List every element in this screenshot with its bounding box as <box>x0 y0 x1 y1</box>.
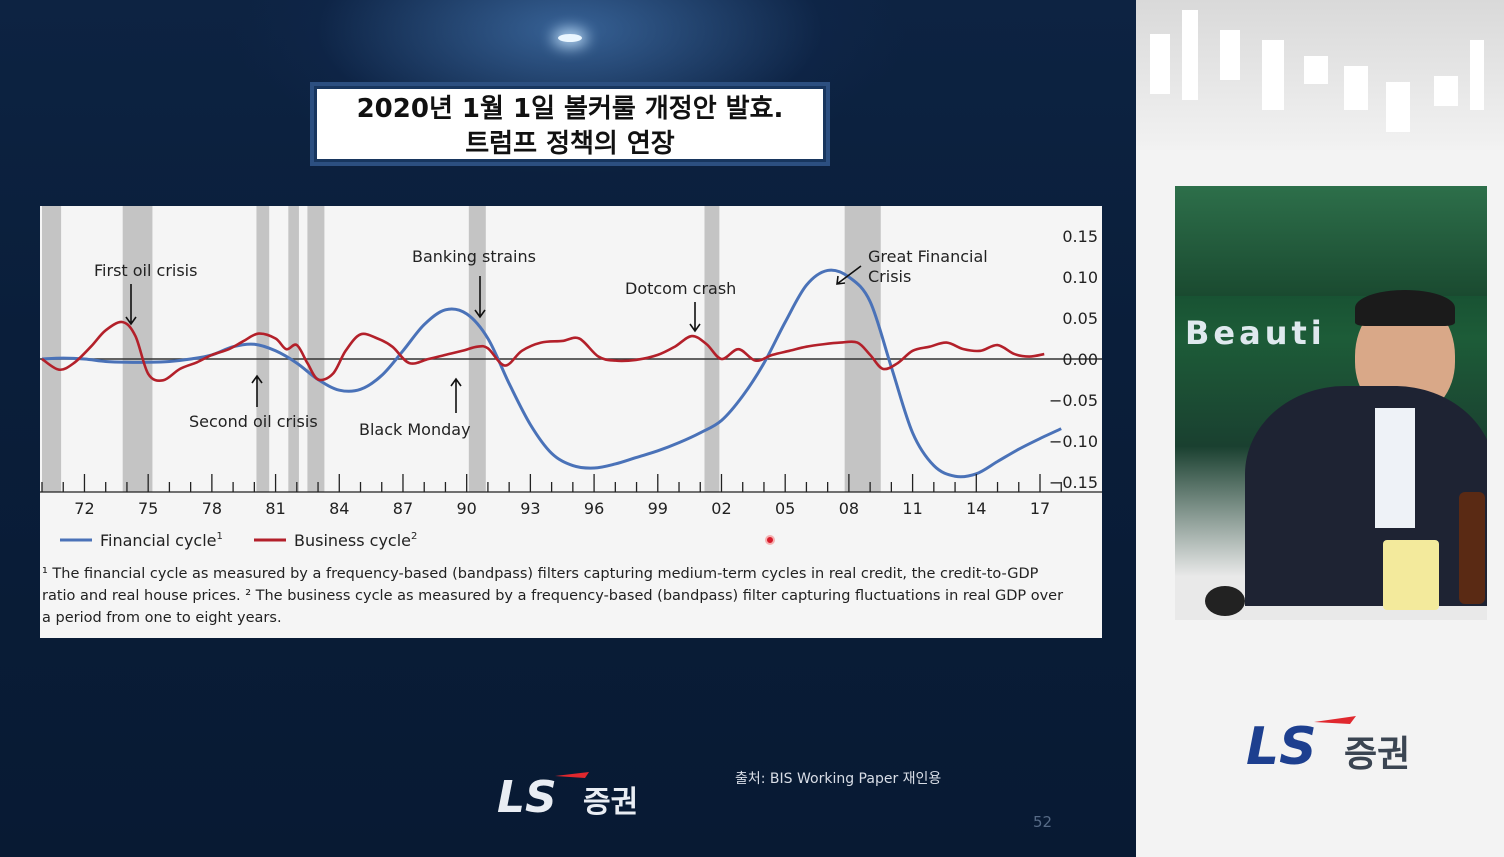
footnote-line2: ratio and real house prices. ² The busin… <box>42 588 1064 604</box>
y-tick-label: 0.15 <box>1062 227 1098 246</box>
source-note: 출처: BIS Working Paper 재인용 <box>735 771 942 787</box>
recession-band-0 <box>42 206 62 492</box>
annotations: First oil crisis Second oil crisis Banki… <box>94 247 988 439</box>
legend-financial-label: Financial cycle1 <box>100 531 223 550</box>
presenter-hair <box>1355 290 1455 326</box>
x-tick-label: 90 <box>457 499 477 518</box>
x-tick-label: 11 <box>902 499 922 518</box>
ls-logo-camera: LS 증권 <box>1246 716 1410 776</box>
cycle-chart: 72 75 78 81 84 87 90 93 96 99 02 05 08 11 14 17 0.150.1… <box>40 206 1102 550</box>
svg-text:LS: LS <box>1246 717 1317 776</box>
x-axis: 72 75 78 81 84 87 90 93 96 99 02 05 08 11 14 17 <box>40 474 1102 518</box>
annotation-arrows <box>125 265 862 413</box>
camera-backdrop-top <box>1136 0 1504 150</box>
annotation-second-oil-crisis: Second oil crisis <box>189 412 318 431</box>
camera-panel: Beauti LS 증권 <box>1136 0 1504 857</box>
x-tick-label: 84 <box>329 499 349 518</box>
svg-text:증권: 증권 <box>583 785 638 820</box>
footnote-line1: ¹ The financial cycle as measured by a f… <box>42 566 1039 582</box>
presenter-suit <box>1245 386 1487 606</box>
arrow-gfc <box>836 265 862 285</box>
arrow-first-oil <box>125 284 137 326</box>
bottle <box>1459 492 1485 604</box>
recession-band-5 <box>468 206 486 492</box>
y-tick-label: 0.10 <box>1062 268 1098 287</box>
x-tick-label: 81 <box>265 499 285 518</box>
y-tick-label: 0.00 <box>1062 350 1098 369</box>
y-tick-label: 0.05 <box>1062 309 1098 328</box>
arrow-banking <box>474 276 486 319</box>
x-tick-label: 02 <box>711 499 731 518</box>
x-tick-label: 87 <box>393 499 413 518</box>
x-tick-label: 99 <box>648 499 668 518</box>
slide-title-box: 2020년 1월 1일 볼커룰 개정안 발효. 트럼프 정책의 연장 <box>314 86 826 162</box>
x-tick-label: 72 <box>74 499 94 518</box>
laser-pointer-dot <box>765 535 775 545</box>
x-tick-label: 05 <box>775 499 795 518</box>
drink-cup <box>1383 540 1439 610</box>
y-tick-label: −0.05 <box>1049 391 1098 410</box>
mouse <box>1205 586 1245 616</box>
annotation-dotcom-crash: Dotcom crash <box>625 279 736 298</box>
arrow-second-oil <box>251 374 263 407</box>
recession-band-7 <box>844 206 881 492</box>
presentation-slide: 2020년 1월 1일 볼커룰 개정안 발효. 트럼프 정책의 연장 72 75 7… <box>0 0 1136 857</box>
annotation-first-oil-crisis: First oil crisis <box>94 261 197 280</box>
svg-text:LS: LS <box>497 772 557 820</box>
chart-panel: 72 75 78 81 84 87 90 93 96 99 02 05 08 11 14 17 0.15 0.1… <box>40 206 1102 638</box>
ceiling-light <box>558 34 582 42</box>
series-group <box>41 268 1062 479</box>
chart-legend: Financial cycle1 Business cycle2 <box>60 531 775 550</box>
financial-cycle-line <box>41 268 1062 479</box>
x-tick-label: 96 <box>584 499 604 518</box>
page-number: 52 <box>1033 813 1053 831</box>
x-tick-label: 17 <box>1030 499 1050 518</box>
legend-business-label: Business cycle2 <box>294 531 417 550</box>
recession-band-3 <box>288 206 299 492</box>
y-tick-label: −0.15 <box>1049 473 1098 492</box>
presenter-video: Beauti <box>1175 186 1487 620</box>
annotation-banking-strains: Banking strains <box>412 247 536 266</box>
backdrop-text: Beauti <box>1185 314 1326 352</box>
recession-band-4 <box>307 206 325 492</box>
x-tick-label: 75 <box>138 499 158 518</box>
x-tick-label: 93 <box>520 499 540 518</box>
x-tick-label: 14 <box>966 499 986 518</box>
arrow-black-monday <box>450 377 462 413</box>
annotation-black-monday: Black Monday <box>359 420 471 439</box>
ls-logo-slide: LS 증권 <box>497 772 638 820</box>
x-tick-label: 08 <box>839 499 859 518</box>
business-cycle-line <box>41 320 1045 382</box>
presenter-shirt <box>1375 408 1415 528</box>
recession-band-2 <box>256 206 270 492</box>
slide-title-line1: 2020년 1월 1일 볼커룰 개정안 발효. <box>356 94 784 124</box>
y-axis: 0.15 0.10 0.05 0.00 −0.05 −0.10 −0.15 <box>1049 227 1098 492</box>
footnote-line3: a period from one to eight years. <box>42 610 282 626</box>
svg-text:증권: 증권 <box>1344 734 1410 775</box>
slide-title-line2: 트럼프 정책의 연장 <box>465 129 675 159</box>
y-tick-label: −0.10 <box>1049 432 1098 451</box>
annotation-great-financial: Great Financial <box>868 247 988 266</box>
arrow-dotcom <box>689 302 701 333</box>
recession-band-1 <box>122 206 153 492</box>
x-tick-label: 78 <box>202 499 222 518</box>
annotation-crisis: Crisis <box>868 267 911 286</box>
